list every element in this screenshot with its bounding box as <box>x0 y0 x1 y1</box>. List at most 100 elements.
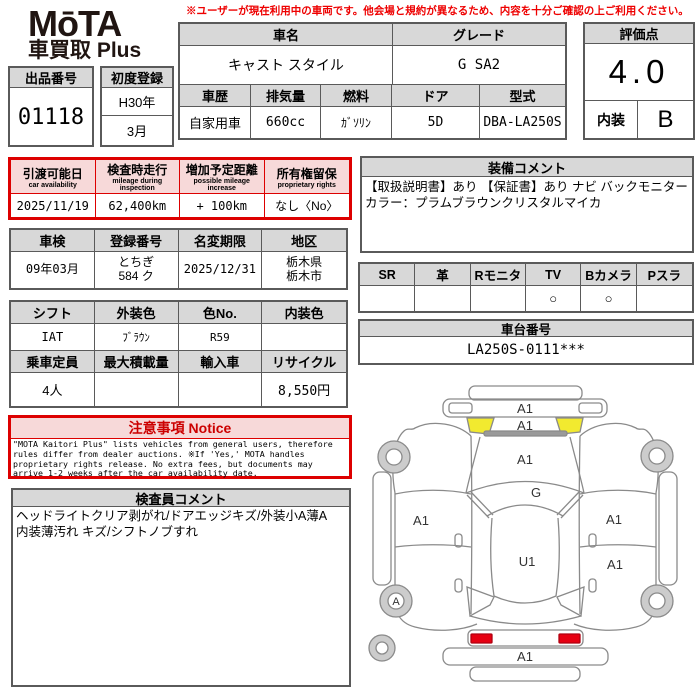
car-damage-diagram: A1 A1 A1 G A1 A1 A1 U1 A A1 <box>368 385 678 682</box>
front-lower-bar <box>469 666 581 682</box>
a-pillar-right <box>556 586 585 618</box>
import-value <box>179 373 263 406</box>
interior-color-label: 内装色 <box>262 302 346 324</box>
lot-number-label: 出品番号 <box>10 68 92 88</box>
first-registration-year: H30年 <box>102 88 172 116</box>
plate-value: とちぎ 584 ク <box>95 252 179 288</box>
diagram-label-rear-gate: A1 <box>517 418 533 433</box>
rear-monitor-label: Rモニタ <box>470 264 526 286</box>
hood-front-arc <box>493 595 557 604</box>
interior-label: 内装 <box>585 101 638 138</box>
rights-label-en: proprietary rights <box>277 181 336 189</box>
increase-value: + 100km <box>180 194 265 217</box>
spec-table: シフト 外装色 色No. 内装色 IAT ﾌﾞﾗｳﾝ R59 乗車定員 最大積載… <box>9 300 348 408</box>
shift-value: IAT <box>11 324 95 350</box>
notice-box: 注意事項 Notice "MOTA Kaitori Plus" lists ve… <box>8 415 352 479</box>
name-change-value: 2025/12/31 <box>179 252 263 288</box>
shift-label: シフト <box>11 302 95 324</box>
power-slide-value <box>637 286 692 311</box>
mota-logo: MōTA <box>28 3 122 44</box>
roof-front-arc <box>486 504 564 517</box>
chassis-number-value: LA250S-0111*** <box>466 342 585 358</box>
equipment-comment-title: 装備コメント <box>362 158 692 177</box>
shaken-label: 車検 <box>11 230 95 252</box>
registration-table: 車検 登録番号 名変期限 地区 09年03月 とちぎ 584 ク 2025/12… <box>9 228 348 290</box>
displacement-value: 660cc <box>251 107 321 138</box>
back-camera-label: Bカメラ <box>581 264 637 286</box>
history-label: 車歴 <box>180 85 251 107</box>
color-no-value: R59 <box>179 324 263 350</box>
rear-right-lamp <box>578 402 603 414</box>
plate-label: 登録番号 <box>94 230 179 252</box>
front-bumper-panel <box>442 647 609 666</box>
vehicle-name-label: 車名 <box>180 24 393 46</box>
notice-body: "MOTA Kaitori Plus" lists vehicles from … <box>13 439 333 479</box>
first-registration-label: 初度登録 <box>102 68 172 88</box>
history-value: 自家用車 <box>180 107 251 138</box>
equipment-table: SR 革 Rモニタ TV Bカメラ Pスラ ○ ○ <box>358 262 694 313</box>
model-value: DBA-LA250S <box>483 115 562 130</box>
rating-box: 評価点 4.0 内装 B <box>583 22 695 140</box>
inspector-comment-title: 検査員コメント <box>13 490 349 507</box>
front-lamp-bar <box>467 629 584 647</box>
inspector-comment-body: ヘッドライトクリア剥がれ/ドアエッジキズ/外装小A薄A 内装薄汚れ キズ/シフト… <box>16 509 328 539</box>
leather-value <box>415 286 471 311</box>
vehicle-grade-value: G SA2 <box>457 57 501 73</box>
availability-value: 2025/11/19 <box>11 194 96 217</box>
left-panel-line1 <box>394 489 472 495</box>
front-right-wheel-hub <box>648 592 666 610</box>
exterior-color-label: 外装色 <box>94 302 179 324</box>
mileage-label-en: mileage during inspection <box>112 178 163 192</box>
lot-number-value: 01118 <box>17 104 85 130</box>
recycle-label: リサイクル <box>262 351 346 373</box>
vehicle-table: 車名 グレード キャスト スタイル G SA2 車歴 排気量 燃料 ドア 型式 … <box>178 22 567 140</box>
rating-label: 評価点 <box>585 24 693 44</box>
left-panel-line2 <box>394 544 472 548</box>
displacement-label: 排気量 <box>251 85 321 107</box>
mileage-label-jp: 検査時走行 <box>107 163 168 177</box>
door-handle <box>588 578 597 593</box>
doors-value: 5D <box>392 107 480 138</box>
rear-window-left-edge <box>465 436 481 494</box>
name-change-label: 名変期限 <box>178 230 263 252</box>
rights-value: なし〈No〉 <box>275 199 339 213</box>
mileage-value: 62,400km <box>96 194 180 217</box>
availability-label-en: car availability <box>28 181 77 189</box>
equipment-comment-box: 装備コメント 【取扱説明書】あり 【保証書】あり ナビ バックモニター カラー：… <box>360 156 694 253</box>
rear-bumper-panel <box>442 398 608 418</box>
power-slide-label: Pスラ <box>636 264 692 286</box>
diagram-label-rear-window: A1 <box>517 452 533 467</box>
headlight-right-highlight <box>558 633 581 644</box>
diagram-label-roof: G <box>531 485 541 500</box>
leather-label: 革 <box>415 264 471 286</box>
tv-value: ○ <box>526 286 582 311</box>
door-handle <box>588 533 597 548</box>
windshield-right-edge <box>555 517 560 597</box>
first-registration-month: 3月 <box>126 123 148 139</box>
right-rocker-rail <box>658 471 678 586</box>
rear-monitor-value <box>471 286 526 311</box>
diagram-label-left-quarter: A1 <box>413 513 429 528</box>
diagram-label-front-bumper: A1 <box>517 649 533 664</box>
first-registration-box: 初度登録 H30年 3月 <box>100 66 174 147</box>
roof-right-seam2 <box>556 491 580 516</box>
capacity-value: 4人 <box>11 373 95 406</box>
rear-window-right-edge <box>569 436 585 494</box>
roof-rear-arc <box>465 480 585 494</box>
sr-label: SR <box>360 264 416 286</box>
a-pillar-left <box>466 586 495 618</box>
chassis-number-label: 車台番号 <box>360 321 692 337</box>
availability-label-jp: 引渡可能日 <box>22 166 83 181</box>
mota-logo-subtitle: 車買取 Plus <box>28 39 142 62</box>
diagram-label-right-quarter: A1 <box>606 512 622 527</box>
diagram-label-hood: U1 <box>519 554 536 569</box>
recycle-value: 8,550円 <box>278 384 331 399</box>
roof-left-seam2 <box>470 491 494 516</box>
district-label: 地区 <box>262 230 346 252</box>
notice-title: 注意事項 Notice <box>11 418 349 439</box>
tail-light-right-highlight <box>555 417 584 435</box>
fuel-value: ｶﾞｿﾘﾝ <box>321 107 392 138</box>
rear-right-wheel-hub <box>648 447 666 465</box>
rear-hatch-bar <box>468 385 583 401</box>
